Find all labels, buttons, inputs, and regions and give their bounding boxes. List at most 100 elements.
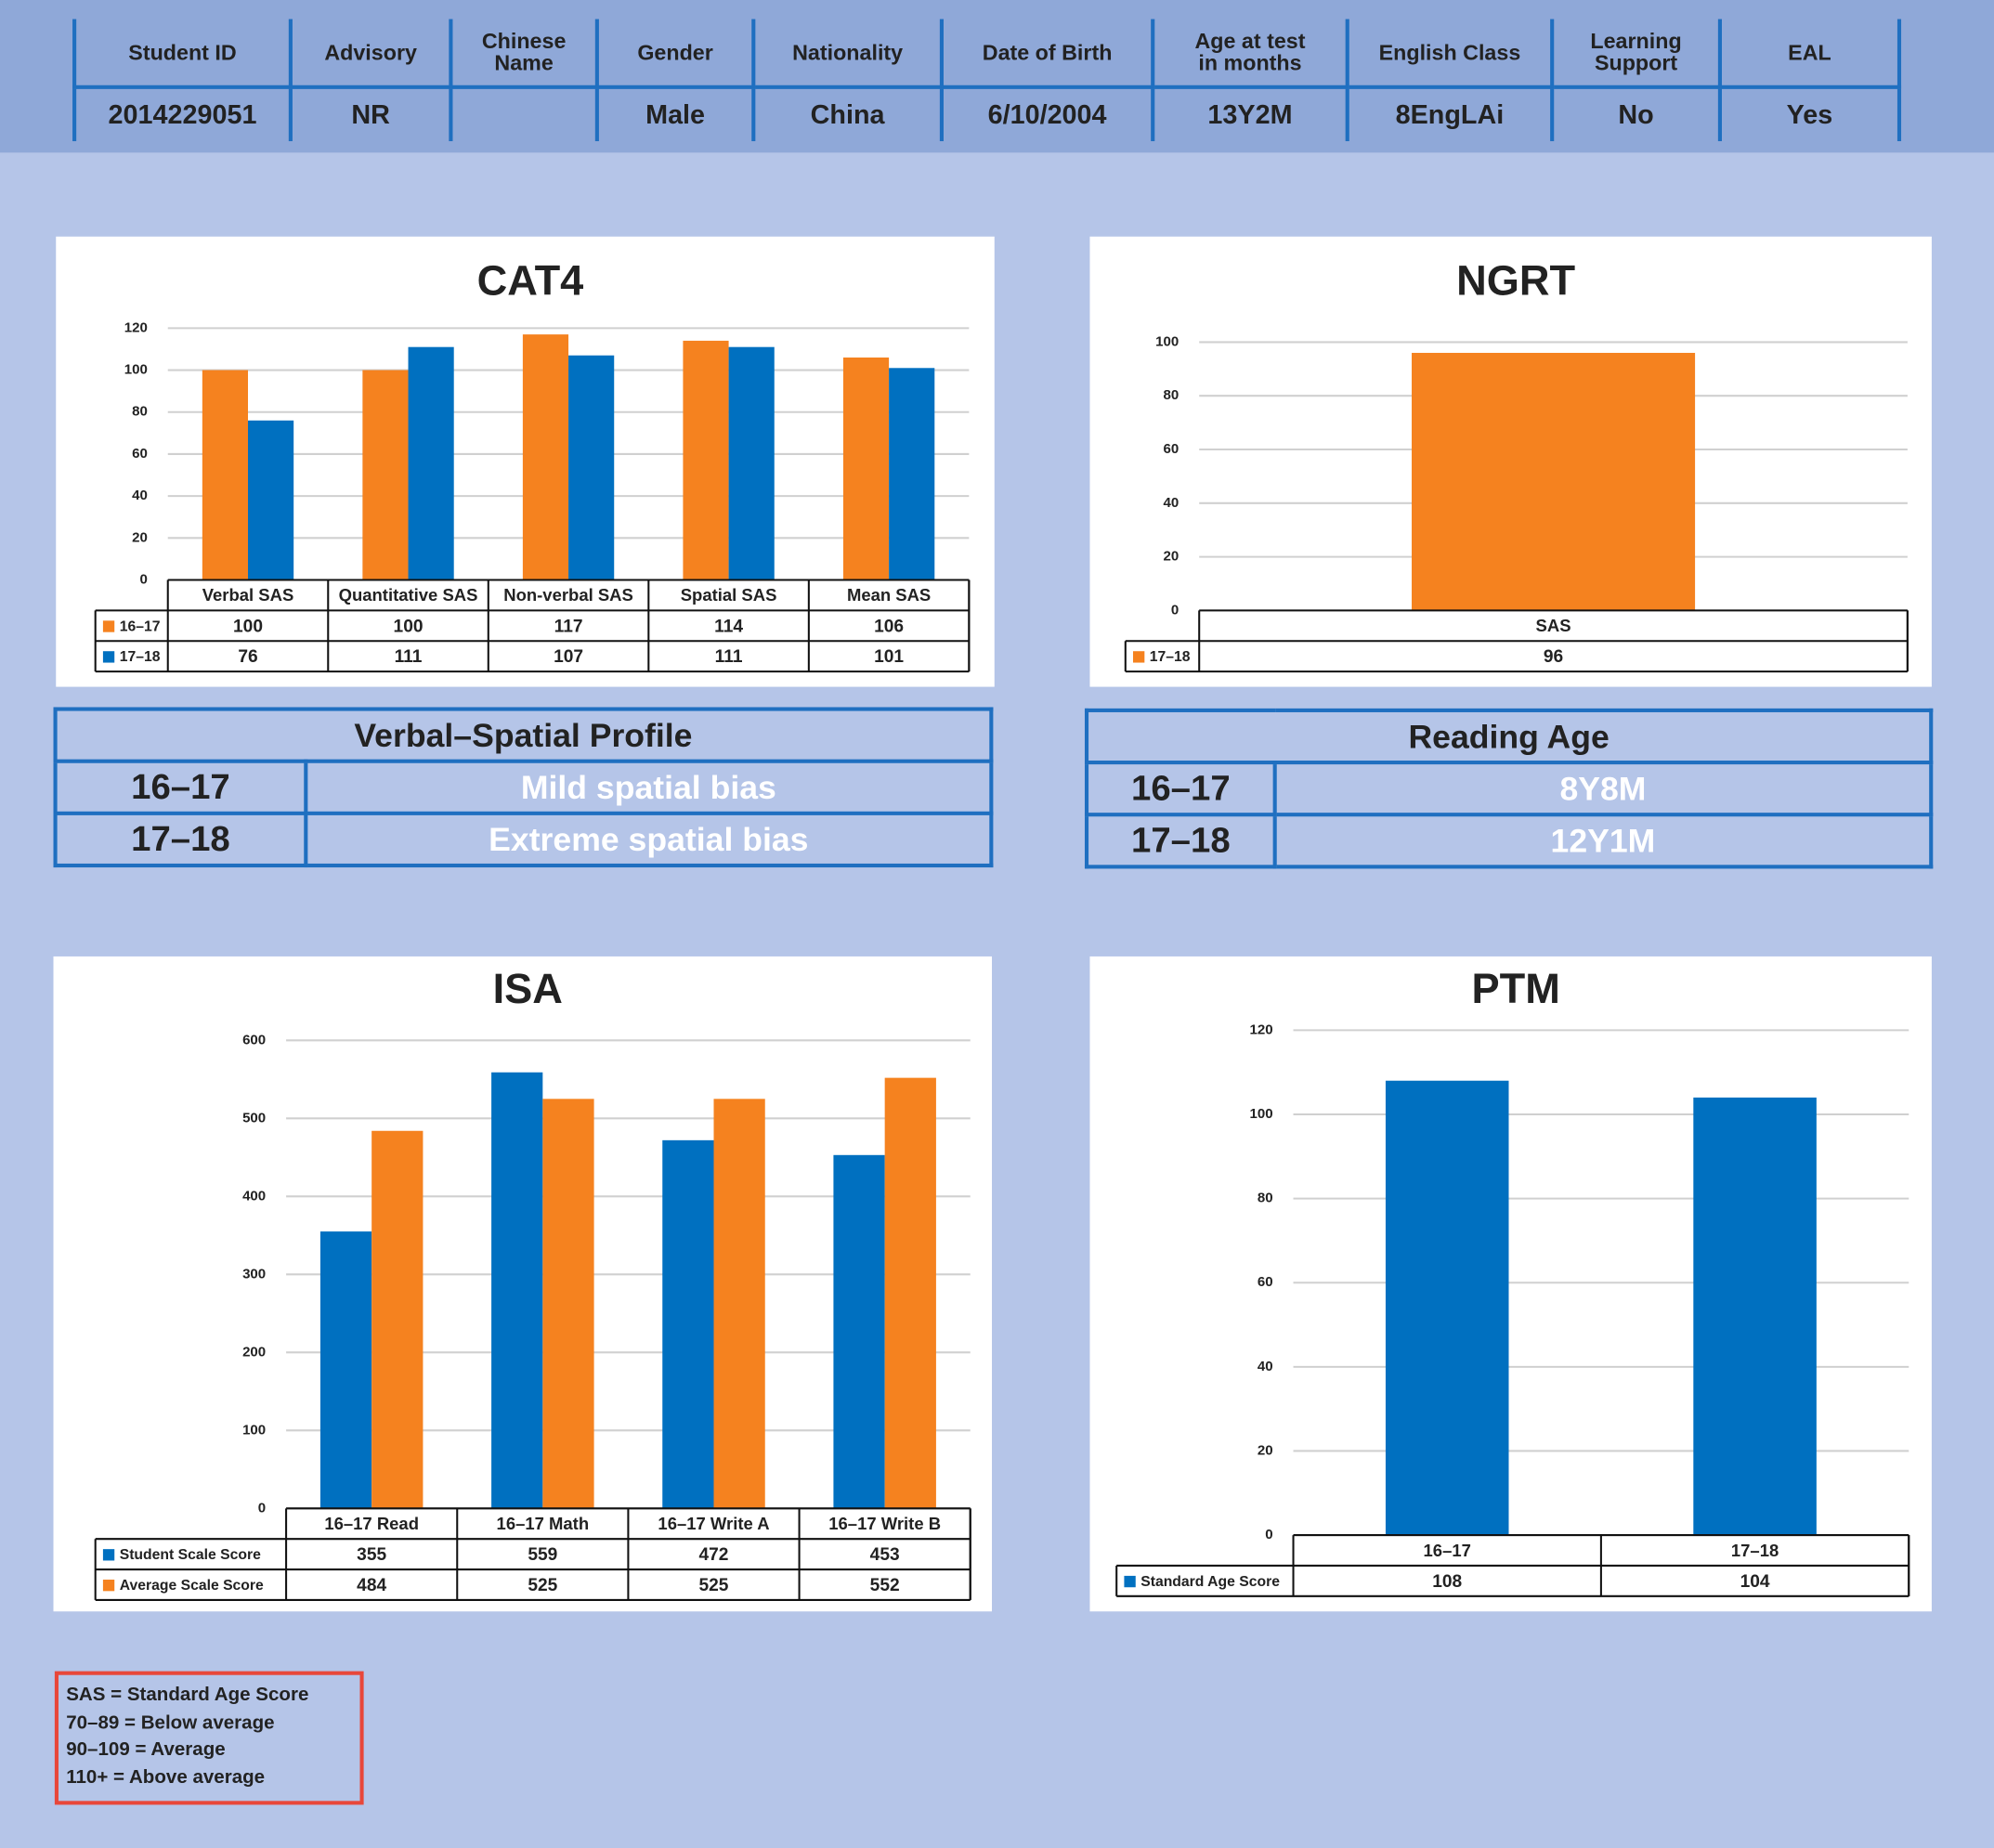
bar (662, 1139, 714, 1509)
bar (542, 1099, 594, 1509)
chart-title: NGRT (1456, 256, 1575, 304)
column-header-text: Date of Birth (982, 40, 1113, 65)
legend-swatch (102, 620, 115, 632)
column-header-text: Age at test in months (1194, 29, 1306, 75)
y-tick-label: 60 (1258, 1274, 1273, 1290)
chart-title: CAT4 (477, 256, 584, 304)
column-header: Advisory (288, 19, 453, 89)
cell-text: Male (645, 99, 706, 130)
column-header-text: Learning Support (1590, 29, 1682, 75)
column-header-text: EAL (1788, 40, 1831, 65)
cell: NR (288, 86, 453, 142)
data-label: 484 (357, 1576, 386, 1595)
cell-text: 13Y2M (1207, 99, 1293, 130)
column-header: Nationality (751, 19, 944, 89)
legend-label: Standard Age Score (1140, 1574, 1280, 1590)
legend-label: 16–17 (120, 618, 161, 634)
bar (522, 334, 569, 580)
bar (568, 355, 615, 580)
x-tick-label: Verbal SAS (202, 585, 294, 605)
y-tick-label: 200 (242, 1344, 266, 1360)
bar (408, 346, 454, 580)
data-label: 100 (233, 617, 263, 636)
x-tick-label: 16–17 Write A (658, 1514, 769, 1533)
legend-label: 17–18 (120, 649, 161, 665)
row-value: 8Y8M (1272, 761, 1934, 817)
data-label: 525 (699, 1576, 729, 1595)
data-label: 552 (870, 1576, 900, 1595)
column-header: Gender (594, 19, 756, 89)
legend-swatch (1124, 1575, 1136, 1588)
data-label: 104 (1740, 1572, 1770, 1592)
data-label: 111 (715, 647, 743, 667)
y-tick-label: 0 (139, 572, 147, 588)
column-header: Date of Birth (939, 19, 1155, 89)
row-value: 12Y1M (1272, 813, 1934, 869)
reading-age-table: Reading Age 16–17 8Y8M 17–18 12Y1M (1084, 708, 1934, 869)
y-tick-label: 500 (242, 1110, 266, 1126)
legend-label: Student Scale Score (120, 1547, 261, 1563)
y-tick-label: 20 (132, 529, 148, 545)
column-header-text: Student ID (128, 40, 237, 65)
y-tick-label: 40 (1164, 495, 1179, 511)
bar (1385, 1080, 1509, 1536)
y-tick-label: 60 (132, 446, 148, 462)
column-header-text: Gender (637, 40, 713, 65)
data-label: 525 (528, 1576, 557, 1595)
x-tick-label: Quantitative SAS (339, 585, 478, 605)
data-label: 472 (699, 1545, 729, 1565)
chart-title: ISA (493, 965, 563, 1012)
bar (713, 1099, 765, 1509)
data-label: 453 (870, 1545, 900, 1565)
table-title: Verbal–Spatial Profile (53, 707, 994, 763)
column-header-text: Chinese Name (481, 29, 567, 75)
data-label: 76 (238, 647, 257, 667)
data-label: 106 (874, 617, 904, 636)
column-header-text: Advisory (324, 40, 417, 65)
row: 16–17 8Y8M (1084, 761, 1934, 817)
y-tick-label: 400 (242, 1188, 266, 1204)
bar (884, 1077, 936, 1509)
profile-table: Verbal–Spatial Profile 16–17 Mild spatial … (53, 707, 994, 868)
cell-text: 8EngLAi (1395, 99, 1505, 130)
y-tick-label: 40 (132, 488, 148, 503)
y-tick-label: 60 (1164, 441, 1179, 457)
x-tick-label: SAS (1536, 616, 1571, 635)
x-tick-label: 16–17 (1424, 1541, 1471, 1560)
y-tick-label: 0 (1171, 602, 1179, 618)
x-tick-label: 17–18 (1731, 1541, 1779, 1560)
column-header: English Class (1345, 19, 1555, 89)
key-line: 70–89 = Below average (66, 1711, 275, 1734)
y-tick-label: 100 (1250, 1106, 1273, 1122)
title-row: Verbal–Spatial Profile (53, 707, 994, 763)
row-label: 17–18 (53, 811, 308, 868)
bar (491, 1072, 543, 1509)
cell: China (751, 86, 944, 142)
bar (1412, 352, 1696, 611)
data-label: 114 (714, 617, 743, 636)
legend-swatch (102, 1549, 115, 1561)
bar (728, 346, 775, 580)
y-tick-label: 80 (132, 404, 148, 420)
cell-text: 2014229051 (108, 99, 257, 130)
y-tick-label: 80 (1164, 387, 1179, 403)
cell-text: 6/10/2004 (987, 99, 1107, 130)
legend-swatch (1133, 651, 1145, 663)
data-label: 355 (357, 1545, 386, 1565)
data-label: 96 (1544, 647, 1563, 667)
data-label: 108 (1432, 1572, 1462, 1592)
y-tick-label: 120 (1250, 1022, 1273, 1037)
cell-text: Yes (1786, 99, 1833, 130)
cell: 8EngLAi (1345, 86, 1555, 142)
data-label: 111 (395, 647, 423, 667)
row-value: Mild spatial bias (304, 759, 994, 815)
x-tick-label: 16–17 Math (497, 1514, 590, 1533)
bar (842, 357, 890, 580)
y-tick-label: 80 (1258, 1191, 1273, 1206)
column-header: Student ID (72, 19, 293, 89)
cell: Yes (1717, 86, 1902, 142)
data-label: 559 (528, 1545, 557, 1565)
column-header: Age at test in months (1151, 19, 1349, 89)
